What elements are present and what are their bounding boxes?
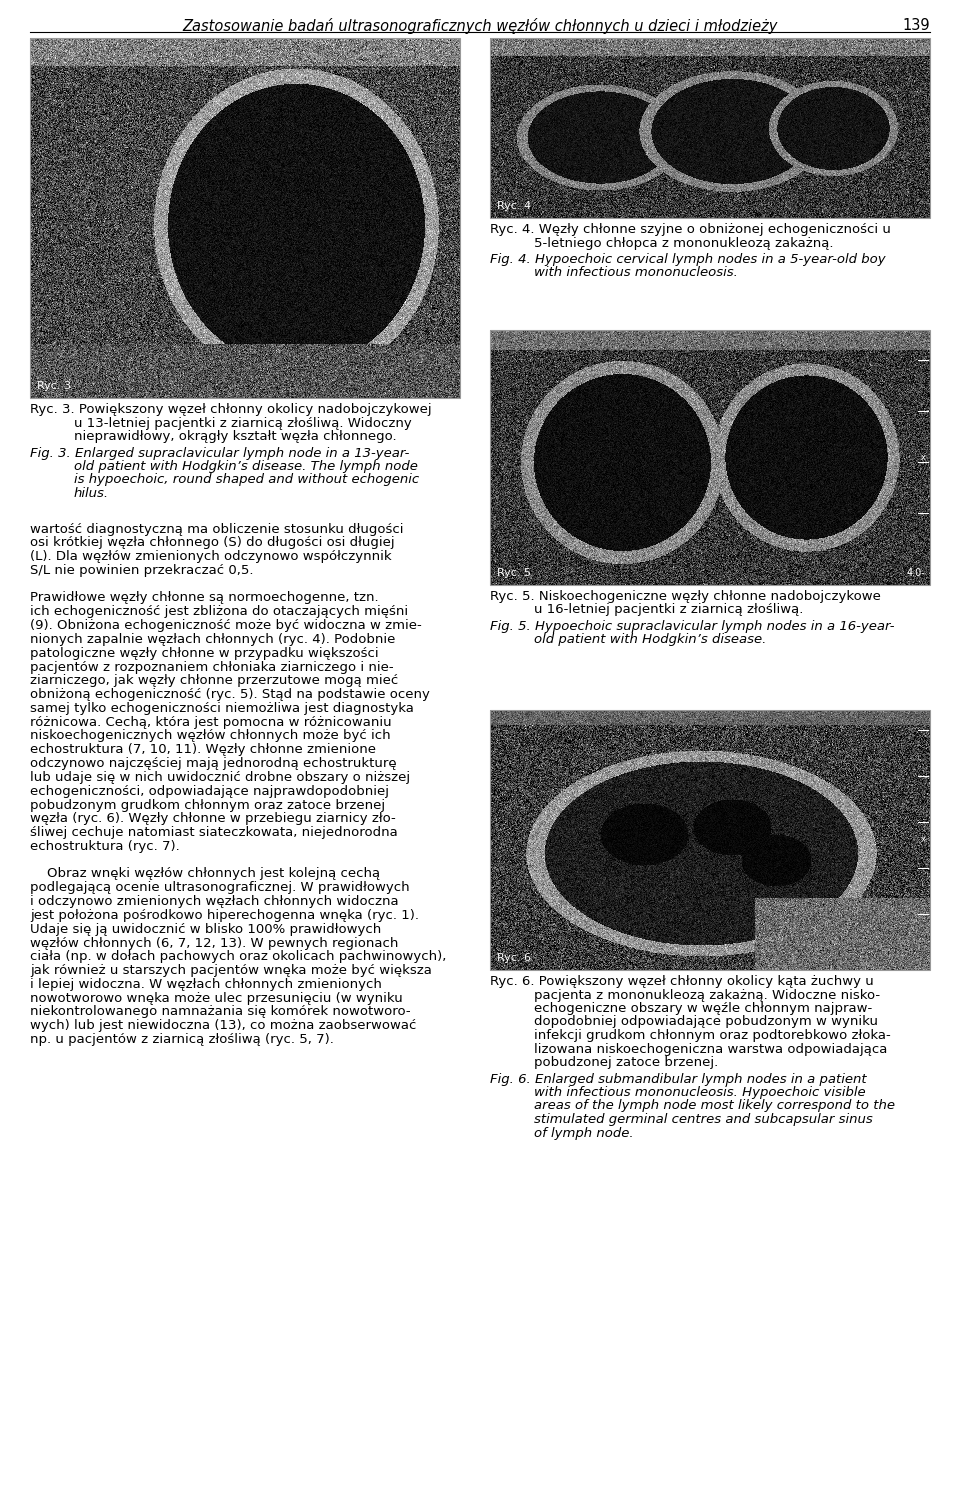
Text: nionych zapalnie węzłach chłonnych (ryc. 4). Podobnie: nionych zapalnie węzłach chłonnych (ryc.… (30, 632, 396, 646)
Text: obniżoną echogeniczność (ryc. 5). Stąd na podstawie oceny: obniżoną echogeniczność (ryc. 5). Stąd n… (30, 689, 430, 701)
Bar (490, 710, 930, 971)
Text: 4.0-: 4.0- (906, 568, 925, 579)
Text: np. u pacjentów z ziarnicą złośliwą (ryc. 5, 7).: np. u pacjentów z ziarnicą złośliwą (ryc… (30, 1033, 334, 1047)
Text: Ryc. 6. Powiększony węzeł chłonny okolicy kąta żuchwy u: Ryc. 6. Powiększony węzeł chłonny okolic… (490, 975, 874, 989)
Bar (30, 37, 460, 398)
Text: lub udaje się w nich uwidocznić drobne obszary o niższej: lub udaje się w nich uwidocznić drobne o… (30, 771, 410, 784)
Text: jest położona pośrodkowo hiperechogenna wnęka (ryc. 1).: jest położona pośrodkowo hiperechogenna … (30, 910, 419, 921)
Text: Ryc. 6: Ryc. 6 (497, 953, 531, 963)
Text: 5-letniego chłopca z mononukleozą zakażną.: 5-letniego chłopca z mononukleozą zakażn… (534, 237, 833, 249)
Text: Ryc. 5: Ryc. 5 (497, 568, 531, 579)
Text: Fig. 4. Hypoechoic cervical lymph nodes in a 5-year-old boy: Fig. 4. Hypoechoic cervical lymph nodes … (490, 253, 886, 265)
Text: echostruktura (7, 10, 11). Węzły chłonne zmienione: echostruktura (7, 10, 11). Węzły chłonne… (30, 744, 376, 756)
Text: niskoechogenicznych węzłów chłonnych może być ich: niskoechogenicznych węzłów chłonnych moż… (30, 729, 391, 743)
Text: Udaje się ją uwidocznić w blisko 100% prawidłowych: Udaje się ją uwidocznić w blisko 100% pr… (30, 923, 381, 936)
Text: 139: 139 (902, 18, 930, 33)
Text: Prawidłowe węzły chłonne są normoechogenne, tzn.: Prawidłowe węzły chłonne są normoechogen… (30, 592, 378, 604)
Text: x: x (921, 452, 926, 462)
Text: węzłów chłonnych (6, 7, 12, 13). W pewnych regionach: węzłów chłonnych (6, 7, 12, 13). W pewny… (30, 936, 398, 950)
Bar (490, 37, 930, 218)
Text: echostruktura (ryc. 7).: echostruktura (ryc. 7). (30, 839, 180, 853)
Text: odczynowo najczęściej mają jednorodną echostrukturę: odczynowo najczęściej mają jednorodną ec… (30, 757, 396, 769)
Text: echogeniczności, odpowiadające najprawdopodobniej: echogeniczności, odpowiadające najprawdo… (30, 784, 389, 798)
Text: u 16-letniej pacjentki z ziarnicą złośliwą.: u 16-letniej pacjentki z ziarnicą złośli… (534, 604, 804, 616)
Text: wych) lub jest niewidoczna (13), co można zaobserwować: wych) lub jest niewidoczna (13), co możn… (30, 1020, 417, 1032)
Text: Ryc. 3. Powiększony węzeł chłonny okolicy nadobojczykowej: Ryc. 3. Powiększony węzeł chłonny okolic… (30, 403, 432, 416)
Text: i lepiej widoczna. W węzłach chłonnych zmienionych: i lepiej widoczna. W węzłach chłonnych z… (30, 978, 382, 992)
Text: (9). Obniżona echogeniczność może być widoczna w zmie-: (9). Obniżona echogeniczność może być wi… (30, 619, 421, 632)
Text: jak również u starszych pacjentów wnęka może być większa: jak również u starszych pacjentów wnęka … (30, 965, 432, 977)
Text: ciała (np. w dołach pachowych oraz okolicach pachwinowych),: ciała (np. w dołach pachowych oraz okoli… (30, 950, 446, 963)
Text: infekcji grudkom chłonnym oraz podtorebkowo złoka-: infekcji grudkom chłonnym oraz podtorebk… (534, 1029, 891, 1042)
Text: lizowana niskoechogeniczna warstwa odpowiadająca: lizowana niskoechogeniczna warstwa odpow… (534, 1042, 887, 1056)
Text: Zastosowanie badań ultrasonograficznych węzłów chłonnych u dzieci i młodzieży: Zastosowanie badań ultrasonograficznych … (182, 18, 778, 34)
Text: ich echogeniczność jest zbliżona do otaczających mięśni: ich echogeniczność jest zbliżona do otac… (30, 605, 408, 619)
Text: śliwej cechuje natomiast siateczkowata, niejednorodna: śliwej cechuje natomiast siateczkowata, … (30, 826, 397, 839)
Text: old patient with Hodgkin’s disease. The lymph node: old patient with Hodgkin’s disease. The … (74, 461, 418, 473)
Text: Ryc. 4: Ryc. 4 (497, 201, 531, 212)
Text: osi krótkiej węzła chłonnego (S) do długości osi długiej: osi krótkiej węzła chłonnego (S) do dług… (30, 537, 395, 549)
Text: stimulated germinal centres and subcapsular sinus: stimulated germinal centres and subcapsu… (534, 1112, 873, 1126)
Text: with infectious mononucleosis.: with infectious mononucleosis. (534, 267, 738, 279)
Text: (L). Dla węzłów zmienionych odczynowo współczynnik: (L). Dla węzłów zmienionych odczynowo ws… (30, 550, 392, 564)
Text: węzła (ryc. 6). Węzły chłonne w przebiegu ziarnicy zło-: węzła (ryc. 6). Węzły chłonne w przebieg… (30, 813, 396, 826)
Text: pobudzonej zatoce brzenej.: pobudzonej zatoce brzenej. (534, 1056, 718, 1069)
Text: pobudzonym grudkom chłonnym oraz zatoce brzenej: pobudzonym grudkom chłonnym oraz zatoce … (30, 799, 385, 811)
Text: Ryc. 4. Węzły chłonne szyjne o obniżonej echogeniczności u: Ryc. 4. Węzły chłonne szyjne o obniżonej… (490, 224, 891, 236)
Text: patologiczne węzły chłonne w przypadku większości: patologiczne węzły chłonne w przypadku w… (30, 647, 378, 659)
Text: Ryc. 3: Ryc. 3 (37, 382, 71, 391)
Text: podlegającą ocenie ultrasonograficznej. W prawidłowych: podlegającą ocenie ultrasonograficznej. … (30, 881, 410, 895)
Text: nieprawidłowy, okrągły kształt węzła chłonnego.: nieprawidłowy, okrągły kształt węzła chł… (74, 429, 396, 443)
Text: Obraz wnęki węzłów chłonnych jest kolejną cechą: Obraz wnęki węzłów chłonnych jest kolejn… (30, 868, 380, 881)
Text: of lymph node.: of lymph node. (534, 1127, 634, 1139)
Bar (490, 330, 930, 584)
Text: różnicowa. Cechą, która jest pomocna w różnicowaniu: różnicowa. Cechą, która jest pomocna w r… (30, 716, 392, 729)
Text: pacjentów z rozpoznaniem chłoniaka ziarniczego i nie-: pacjentów z rozpoznaniem chłoniaka ziarn… (30, 661, 394, 674)
Text: ziarniczego, jak węzły chłonne przerzutowe mogą mieć: ziarniczego, jak węzły chłonne przerzuto… (30, 674, 398, 687)
Text: x: x (921, 835, 926, 844)
Text: is hypoechoic, round shaped and without echogenic: is hypoechoic, round shaped and without … (74, 474, 420, 486)
Text: Fig. 6. Enlarged submandibular lymph nodes in a patient: Fig. 6. Enlarged submandibular lymph nod… (490, 1072, 867, 1085)
Text: hilus.: hilus. (74, 488, 109, 499)
Text: Fig. 3. Enlarged supraclavicular lymph node in a 13-year-: Fig. 3. Enlarged supraclavicular lymph n… (30, 446, 409, 459)
Text: u 13-letniej pacjentki z ziarnicą złośliwą. Widoczny: u 13-letniej pacjentki z ziarnicą złośli… (74, 416, 412, 429)
Text: S/L nie powinien przekraczać 0,5.: S/L nie powinien przekraczać 0,5. (30, 564, 253, 577)
Text: with infectious mononucleosis. Hypoechoic visible: with infectious mononucleosis. Hypoechoi… (534, 1085, 866, 1099)
Text: Ryc. 5. Niskoechogeniczne węzły chłonne nadobojczykowe: Ryc. 5. Niskoechogeniczne węzły chłonne … (490, 590, 881, 602)
Text: dopodobniej odpowiadające pobudzonym w wyniku: dopodobniej odpowiadające pobudzonym w w… (534, 1015, 878, 1029)
Text: Fig. 5. Hypoechoic supraclavicular lymph nodes in a 16-year-: Fig. 5. Hypoechoic supraclavicular lymph… (490, 620, 895, 634)
Text: areas of the lymph node most likely correspond to the: areas of the lymph node most likely corr… (534, 1099, 895, 1112)
Text: echogeniczne obszary w węźle chłonnym najpraw-: echogeniczne obszary w węźle chłonnym na… (534, 1002, 873, 1015)
Text: old patient with Hodgkin’s disease.: old patient with Hodgkin’s disease. (534, 634, 766, 647)
Text: i odczynowo zmienionych węzłach chłonnych widoczna: i odczynowo zmienionych węzłach chłonnyc… (30, 895, 398, 908)
Text: wartość diagnostyczną ma obliczenie stosunku długości: wartość diagnostyczną ma obliczenie stos… (30, 522, 403, 535)
Text: pacjenta z mononukleozą zakażną. Widoczne nisko-: pacjenta z mononukleozą zakażną. Widoczn… (534, 989, 880, 1002)
Text: samej tylko echogeniczności niemożliwa jest diagnostyka: samej tylko echogeniczności niemożliwa j… (30, 702, 414, 714)
Text: nowotworowo wnęka może ulec przesunięciu (w wyniku: nowotworowo wnęka może ulec przesunięciu… (30, 992, 403, 1005)
Text: niekontrolowanego namnażania się komórek nowotworo-: niekontrolowanego namnażania się komórek… (30, 1005, 411, 1018)
